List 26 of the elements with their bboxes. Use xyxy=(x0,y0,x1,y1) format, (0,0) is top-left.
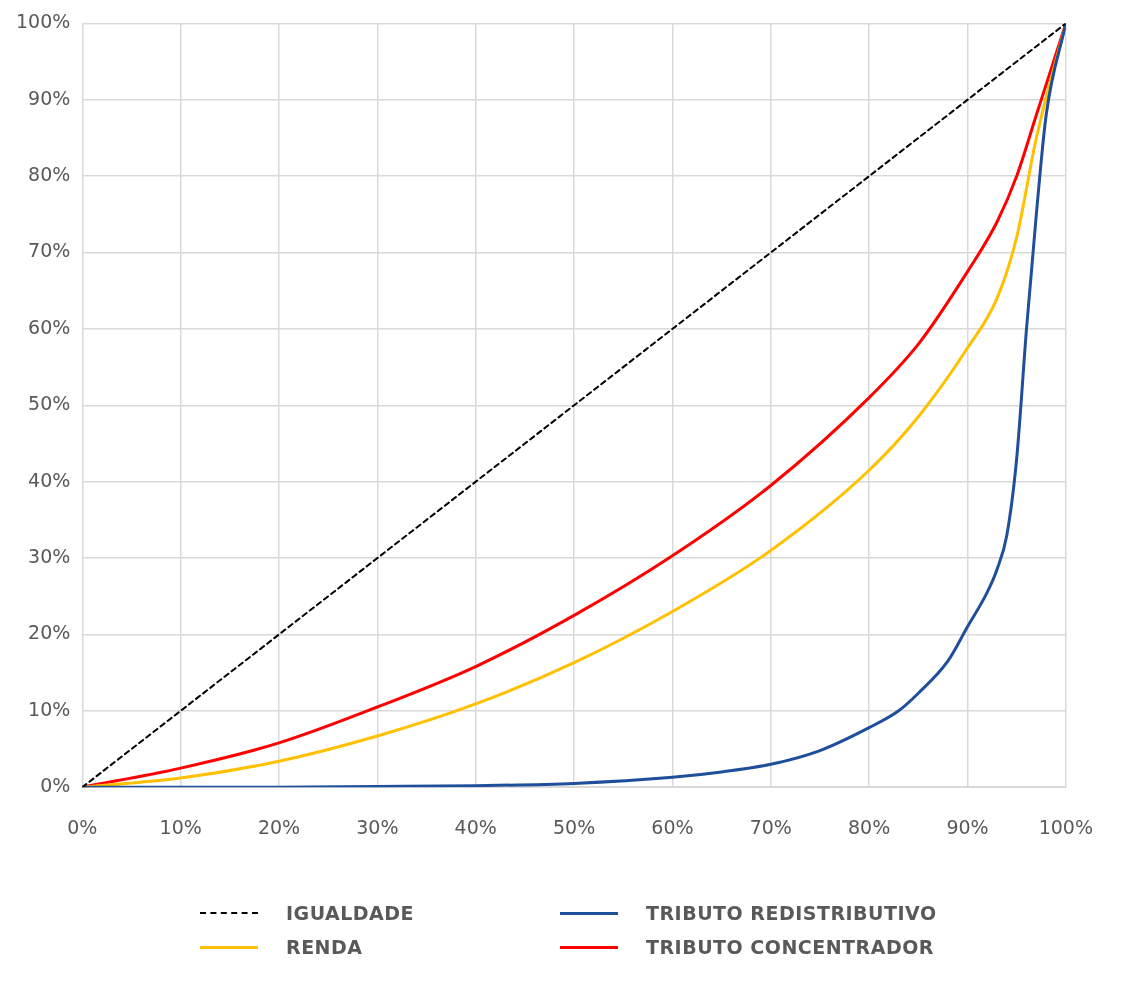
y-tick-label: 0% xyxy=(40,774,71,797)
y-tick-label: 20% xyxy=(28,621,71,644)
legend-label: IGUALDADE xyxy=(286,902,415,924)
y-tick-label: 60% xyxy=(28,315,71,338)
legend-label: TRIBUTO CONCENTRADOR xyxy=(646,936,934,958)
y-tick-label: 100% xyxy=(15,10,71,33)
y-tick-label: 80% xyxy=(28,163,71,186)
x-tick-label: 60% xyxy=(651,815,694,838)
x-tick-label: 100% xyxy=(1038,815,1093,838)
x-tick-label: 10% xyxy=(159,815,202,838)
x-tick-label: 40% xyxy=(454,815,497,838)
x-tick-label: 80% xyxy=(848,815,891,838)
x-tick-label: 0% xyxy=(67,815,98,838)
y-tick-label: 30% xyxy=(28,545,71,567)
x-tick-label: 20% xyxy=(257,815,301,838)
y-tick-label: 40% xyxy=(28,468,71,491)
y-tick-label: 70% xyxy=(28,239,71,262)
y-tick-label: 90% xyxy=(28,86,71,109)
x-tick-label: 50% xyxy=(552,815,596,838)
x-tick-label: 70% xyxy=(749,815,792,838)
y-tick-label: 10% xyxy=(28,697,71,720)
x-tick-label: 30% xyxy=(356,815,399,838)
x-tick-label: 90% xyxy=(946,815,989,838)
legend-label: TRIBUTO REDISTRIBUTIVO xyxy=(646,902,937,924)
y-tick-label: 50% xyxy=(28,392,71,415)
legend-label: RENDA xyxy=(286,936,363,958)
